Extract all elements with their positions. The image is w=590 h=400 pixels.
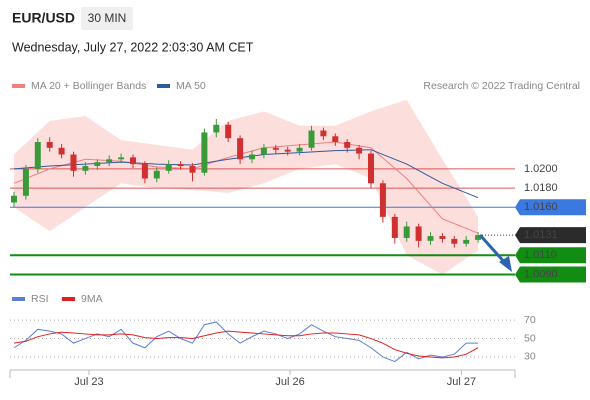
x-tick-label: Jul 27 bbox=[447, 376, 476, 388]
legend-label: MA 20 + Bollinger Bands bbox=[31, 80, 146, 92]
level-tag bbox=[515, 247, 586, 264]
candle-body bbox=[237, 138, 244, 160]
candle-body bbox=[356, 147, 363, 154]
timestamp: Wednesday, July 27, 2022 2:03:30 AM CET bbox=[12, 40, 254, 54]
candle-body bbox=[284, 149, 291, 152]
level-label: 1.0110 bbox=[524, 249, 557, 261]
candle-body bbox=[296, 147, 303, 152]
level-label: 1.0200 bbox=[524, 163, 558, 175]
moving-average bbox=[13, 149, 479, 199]
level-tag bbox=[515, 199, 586, 216]
forecast-arrowhead bbox=[499, 256, 512, 272]
legend-swatch bbox=[62, 297, 75, 301]
candle-body bbox=[415, 226, 422, 241]
candle-body bbox=[141, 164, 148, 179]
chart-layer: MA 20 + Bollinger Bands MA 50 1.0200 1.0180… bbox=[10, 80, 586, 388]
candle-body bbox=[22, 168, 29, 196]
candle-body bbox=[165, 164, 172, 171]
bollinger-band bbox=[14, 99, 479, 275]
candle-body bbox=[153, 170, 160, 179]
candle-body bbox=[272, 147, 279, 150]
candle-body bbox=[344, 142, 351, 148]
interval-tag[interactable] bbox=[81, 7, 133, 30]
candle-body bbox=[439, 236, 446, 239]
candle-body bbox=[320, 130, 327, 137]
candle-body bbox=[201, 132, 208, 173]
candle-body bbox=[475, 235, 482, 240]
candle-body bbox=[379, 183, 386, 217]
x-tick-label: Jul 23 bbox=[74, 376, 103, 388]
y-tick-label: 30 bbox=[524, 351, 536, 363]
level-tag bbox=[515, 227, 586, 244]
candle-body bbox=[403, 226, 410, 238]
level-label: 1.0160 bbox=[524, 201, 558, 213]
candle-body bbox=[34, 142, 41, 169]
legend-swatch bbox=[12, 84, 25, 88]
candle-body bbox=[368, 153, 374, 184]
y-tick-label: 70 bbox=[524, 314, 536, 326]
candle-body bbox=[427, 236, 434, 241]
candle-body bbox=[308, 130, 315, 148]
legend-swatch bbox=[157, 84, 170, 88]
candle-body bbox=[94, 162, 101, 167]
candle-body bbox=[249, 154, 255, 160]
y-tick-label: 50 bbox=[524, 332, 536, 344]
candle-body bbox=[46, 142, 53, 148]
candle-body bbox=[130, 157, 136, 165]
candle-body bbox=[106, 159, 113, 163]
legend-label: 9MA bbox=[81, 293, 103, 305]
level-label: 1.0131 bbox=[524, 229, 558, 241]
forecast-arrow bbox=[478, 233, 508, 266]
x-tick-label: Jul 26 bbox=[275, 376, 304, 388]
candle-body bbox=[118, 157, 125, 160]
legend-label: MA 50 bbox=[176, 80, 206, 92]
candle-body bbox=[177, 164, 184, 167]
candle-body bbox=[260, 147, 267, 155]
candle-body bbox=[82, 166, 89, 171]
candle-body bbox=[451, 238, 458, 244]
candle-body bbox=[11, 195, 17, 203]
indicator-line bbox=[13, 321, 479, 363]
candle-body bbox=[70, 154, 77, 171]
level-tag bbox=[515, 266, 586, 283]
indicator-line bbox=[13, 330, 479, 359]
candle-body bbox=[332, 136, 339, 143]
candle-body bbox=[463, 239, 470, 244]
level-label: 1.0180 bbox=[524, 182, 558, 194]
candle-body bbox=[213, 124, 220, 133]
symbol: EUR/USD bbox=[12, 10, 75, 26]
level-label: 1.0090 bbox=[524, 268, 558, 280]
interval[interactable]: 30 MIN bbox=[88, 11, 127, 25]
candle-body bbox=[58, 147, 65, 155]
candle-body bbox=[391, 216, 398, 238]
candle-body bbox=[189, 166, 196, 173]
legend-swatch bbox=[12, 297, 25, 301]
legend-label: RSI bbox=[31, 293, 49, 305]
candle-body bbox=[225, 124, 232, 139]
moving-average bbox=[13, 141, 479, 234]
credit: Research © 2022 Trading Central bbox=[423, 80, 580, 92]
